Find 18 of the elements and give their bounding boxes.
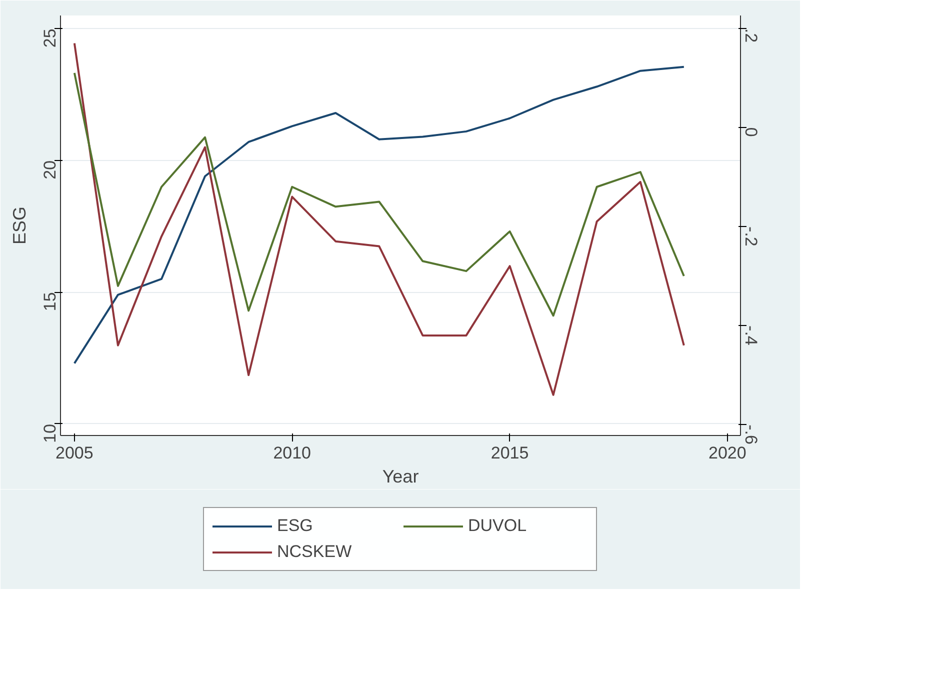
y-tick-label: 10 <box>40 424 60 443</box>
legend-label: DUVOL <box>468 516 528 536</box>
y2-tick-label: .2 <box>742 28 760 43</box>
y2-tick-label: -.2 <box>742 226 760 246</box>
x-tick-label: 2015 <box>490 444 529 462</box>
y2-tick-label: 0 <box>742 127 760 137</box>
x-tick-label: 2005 <box>56 444 94 462</box>
legend-label: NCSKEW <box>277 542 353 562</box>
y-tick-label: 15 <box>40 292 60 312</box>
y2-tick-label: -.6 <box>742 424 760 444</box>
x-axis-title: Year <box>382 466 419 486</box>
x-tick-label: 2010 <box>273 444 312 462</box>
legend-label: ESG <box>277 516 314 536</box>
y2-tick-label: -.4 <box>742 326 760 346</box>
y-tick-label: 20 <box>40 160 60 180</box>
x-tick-label: 2020 <box>708 444 746 462</box>
y-tick-label: 25 <box>40 28 60 48</box>
y-axis-title: ESG <box>10 206 30 245</box>
